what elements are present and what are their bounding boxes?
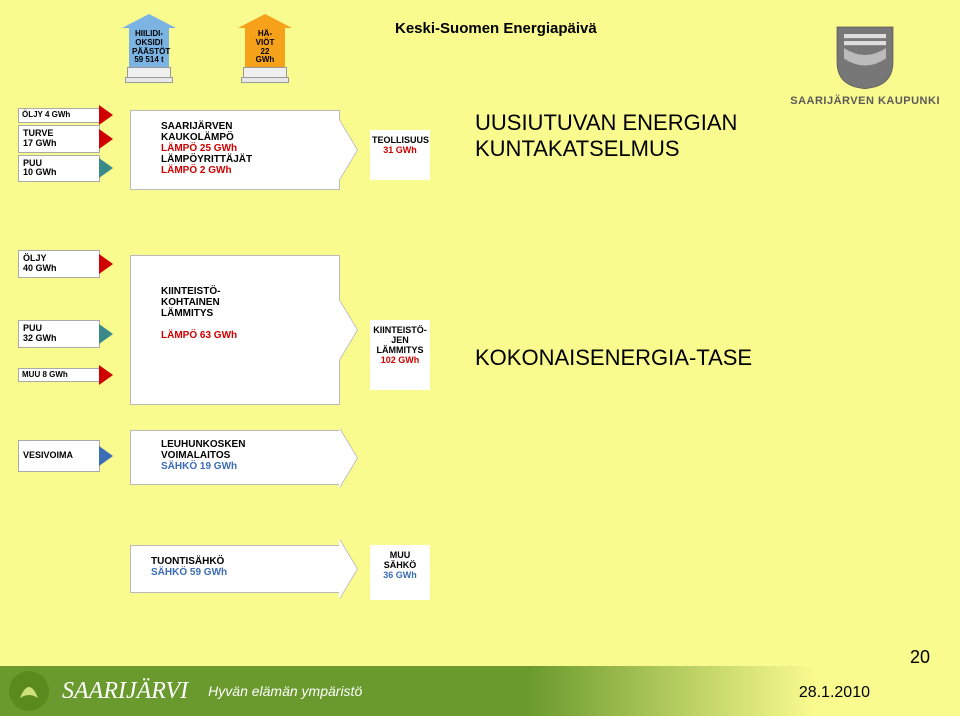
input-oljy-4: ÖLJY 4 GWh (18, 108, 100, 123)
r1-proc-heat1: LÄMPÖ 25 GWh (161, 143, 237, 154)
loss-l3: 22 (261, 47, 270, 56)
r2-out-l1: KIINTEISTÖ- (373, 325, 427, 335)
input-muu-8: MUU 8 GWh (18, 368, 100, 383)
row3-inputs: VESIVOIMA (18, 440, 100, 474)
r2-proc-l3: LÄMMITYS (161, 308, 213, 319)
row4-process: TUONTISÄHKÖ SÄHKÖ 59 GWh (130, 545, 340, 593)
row2-inputs: ÖLJY 40 GWh PUU 32 GWh MUU 8 GWh (18, 250, 100, 384)
r2-out-l2: JEN (391, 335, 409, 345)
title-uusiutuvan: UUSIUTUVAN ENERGIAN KUNTAKATSELMUS (475, 110, 737, 162)
row2-process: KIINTEISTÖ- KOHTAINEN LÄMMITYS LÄMPÖ 63 … (130, 255, 340, 405)
loss-l2: VIÖT (256, 38, 275, 47)
co2-arrow: HIILIDI- OKSIDI PÄÄSTÖT 59 514 t (122, 28, 176, 83)
footer-bar: SAARIJÄRVI Hyvän elämän ympäristö 28.1.2… (0, 666, 960, 716)
r2-out-l4: 102 GWh (381, 355, 420, 365)
input-puu10-l2: 10 GWh (23, 167, 57, 177)
r2-oljy-l1: ÖLJY (23, 253, 47, 263)
input-oljy-4-label: ÖLJY 4 GWh (22, 110, 70, 119)
leaf-icon (6, 668, 52, 714)
r1-out-l1: TEOLLISUUS (372, 135, 429, 145)
r3-proc-l2: VOIMALAITOS (161, 450, 230, 461)
input-vesivoima: VESIVOIMA (18, 440, 100, 472)
input-oljy-40: ÖLJY 40 GWh (18, 250, 100, 278)
row2-output: KIINTEISTÖ- JEN LÄMMITYS 102 GWh (370, 320, 430, 390)
row1-process: SAARIJÄRVEN KAUKOLÄMPÖ LÄMPÖ 25 GWh LÄMP… (130, 110, 340, 190)
row4-output: MUU SÄHKÖ 36 GWh (370, 545, 430, 600)
r1-out-l2: 31 GWh (383, 145, 417, 155)
r4-proc-elec: SÄHKÖ 59 GWh (151, 567, 227, 578)
event-title: Keski-Suomen Energiapäivä (395, 20, 597, 37)
org-logo-block: SAARIJÄRVEN KAUPUNKI (790, 20, 940, 107)
r2-out-l3: LÄMMITYS (377, 345, 424, 355)
r2-proc-heat: LÄMPÖ 63 GWh (161, 330, 237, 341)
co2-l3: PÄÄSTÖT (132, 47, 170, 56)
row1-inputs: ÖLJY 4 GWh TURVE 17 GWh PUU 10 GWh (18, 108, 100, 184)
r2-proc-l2: KOHTAINEN (161, 297, 220, 308)
r2-oljy-l2: 40 GWh (23, 263, 57, 273)
r3-proc-elec: SÄHKÖ 19 GWh (161, 461, 237, 472)
r4-out-l2: SÄHKÖ (384, 560, 417, 570)
r1-proc-l2: KAUKOLÄMPÖ (161, 132, 234, 143)
footer-date: 28.1.2010 (799, 684, 870, 702)
input-puu-32: PUU 32 GWh (18, 320, 100, 348)
page-number: 20 (910, 647, 930, 668)
r2-muu: MUU 8 GWh (22, 370, 68, 379)
input-turve-l2: 17 GWh (23, 138, 57, 148)
r2-proc-l1: KIINTEISTÖ- (161, 286, 220, 297)
input-puu-10: PUU 10 GWh (18, 155, 100, 183)
loss-l1: HÄ- (258, 29, 272, 38)
org-name: SAARIJÄRVEN KAUPUNKI (790, 95, 940, 107)
input-turve-l1: TURVE (23, 128, 53, 138)
input-turve-17: TURVE 17 GWh (18, 125, 100, 153)
row1-output: TEOLLISUUS 31 GWh (370, 130, 430, 180)
r4-proc-l1: TUONTISÄHKÖ (151, 556, 224, 567)
loss-arrow: HÄ- VIÖT 22 GWh (238, 28, 292, 83)
title-kokonais: KOKONAISENERGIA-TASE (475, 345, 752, 371)
r3-vesi: VESIVOIMA (23, 450, 73, 460)
co2-l1: HIILIDI- (135, 29, 163, 38)
title1-l2: KUNTAKATSELMUS (475, 136, 680, 161)
input-puu10-l1: PUU (23, 158, 42, 168)
r1-proc-heat2: LÄMPÖ 2 GWh (161, 165, 232, 176)
row3-process: LEUHUNKOSKEN VOIMALAITOS SÄHKÖ 19 GWh (130, 430, 340, 485)
r4-out-l1: MUU (390, 550, 411, 560)
footer-slogan: Hyvän elämän ympäristö (208, 683, 362, 699)
loss-l4: GWh (256, 55, 275, 64)
r4-out-l3: 36 GWh (383, 570, 417, 580)
r2-puu-l2: 32 GWh (23, 333, 57, 343)
r1-proc-l1: SAARIJÄRVEN (161, 121, 233, 132)
r3-proc-l1: LEUHUNKOSKEN (161, 439, 245, 450)
crest-icon (830, 20, 900, 90)
footer-brand: SAARIJÄRVI (62, 678, 188, 705)
title1-l1: UUSIUTUVAN ENERGIAN (475, 110, 737, 135)
co2-l2: OKSIDI (135, 38, 163, 47)
r1-proc-l3: LÄMPÖYRITTÄJÄT (161, 154, 252, 165)
r2-puu-l1: PUU (23, 323, 42, 333)
co2-l4: 59 514 t (134, 55, 163, 64)
